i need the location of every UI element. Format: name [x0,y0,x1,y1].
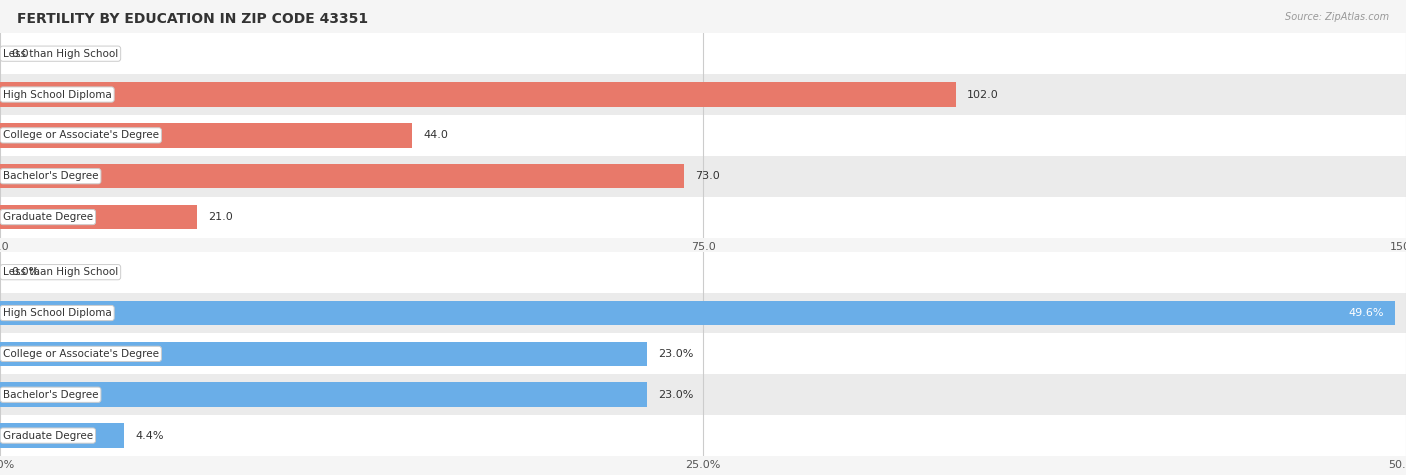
Bar [0,415,1406,456]
Bar [0,293,1406,333]
Text: 0.0%: 0.0% [11,267,39,277]
Bar [0,382,647,407]
Text: 0.0: 0.0 [11,48,30,59]
Bar [0,123,412,148]
Text: FERTILITY BY EDUCATION IN ZIP CODE 43351: FERTILITY BY EDUCATION IN ZIP CODE 43351 [17,12,368,26]
Text: Less than High School: Less than High School [3,48,118,59]
Text: Graduate Degree: Graduate Degree [3,212,93,222]
Text: College or Associate's Degree: College or Associate's Degree [3,349,159,359]
Text: High School Diploma: High School Diploma [3,308,111,318]
Text: High School Diploma: High School Diploma [3,89,111,100]
Bar [0,82,956,107]
Bar [0,74,1406,115]
Text: 23.0%: 23.0% [658,349,693,359]
Text: 49.6%: 49.6% [1348,308,1384,318]
Text: 73.0: 73.0 [696,171,720,181]
Text: College or Associate's Degree: College or Associate's Degree [3,130,159,141]
Bar [0,197,1406,238]
Text: 21.0: 21.0 [208,212,233,222]
Bar [0,333,1406,374]
Text: Graduate Degree: Graduate Degree [3,430,93,441]
Bar [0,205,197,229]
Bar [0,423,124,448]
Text: Bachelor's Degree: Bachelor's Degree [3,390,98,400]
Bar [0,33,1406,74]
Text: 44.0: 44.0 [423,130,449,141]
Text: Bachelor's Degree: Bachelor's Degree [3,171,98,181]
Text: 4.4%: 4.4% [135,430,163,441]
Bar [0,156,1406,197]
Text: 102.0: 102.0 [967,89,1000,100]
Bar [0,252,1406,293]
Bar [0,374,1406,415]
Text: Source: ZipAtlas.com: Source: ZipAtlas.com [1285,12,1389,22]
Bar [0,301,1395,325]
Bar [0,342,647,366]
Text: 23.0%: 23.0% [658,390,693,400]
Text: Less than High School: Less than High School [3,267,118,277]
Bar [0,164,685,189]
Bar [0,115,1406,156]
